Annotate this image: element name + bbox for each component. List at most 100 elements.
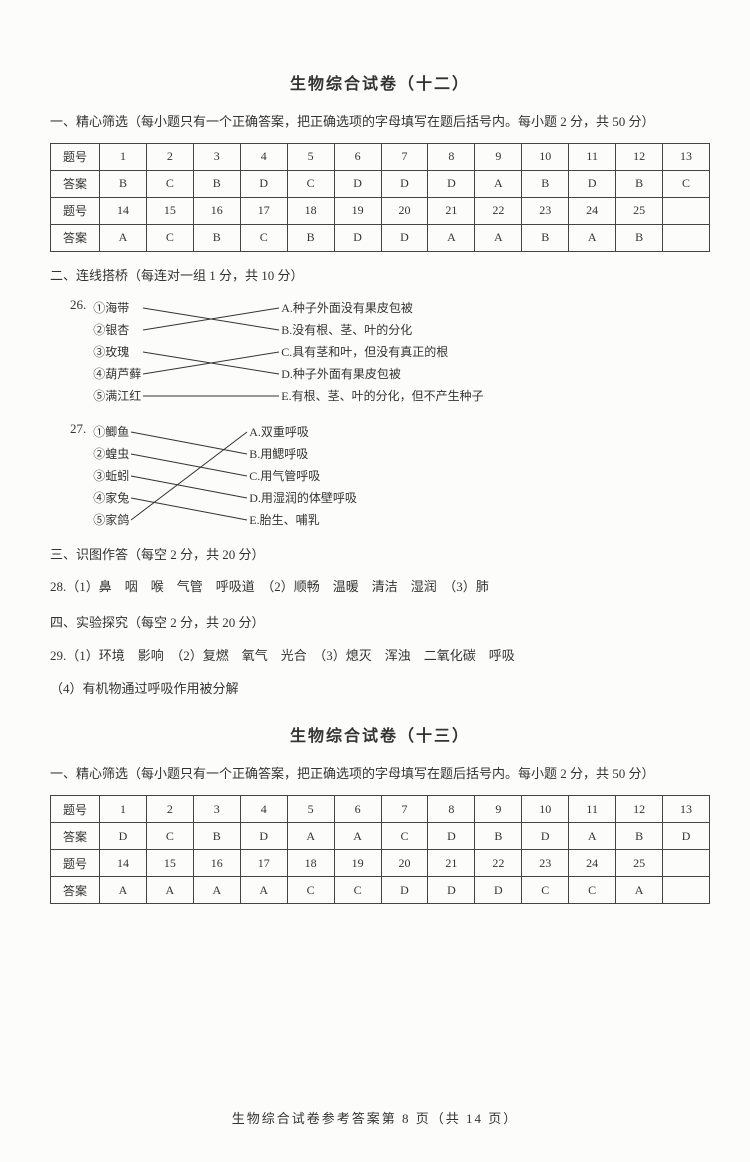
match-right-item: C.用气管呼吸 [249, 465, 357, 487]
row-label: 题号 [51, 796, 100, 823]
q-num-cell: 2 [146, 143, 193, 170]
answer-cell: B [100, 170, 147, 197]
q28-answer: 28.（1）鼻 咽 喉 气管 呼吸道 （2）顺畅 温暖 清洁 湿润 （3）肺 [50, 575, 710, 598]
q-num-cell: 4 [240, 143, 287, 170]
q-num-cell: 18 [287, 197, 334, 224]
answer-cell: D [428, 170, 475, 197]
match-right-item: D.种子外面有果皮包被 [281, 363, 483, 385]
answer-cell: B [193, 170, 240, 197]
q-num-cell: 1 [100, 143, 147, 170]
q-num-cell: 22 [475, 197, 522, 224]
table-row: 答案 A C B C B D D A A B A B [51, 224, 710, 251]
q29-answer-2: （4）有机物通过呼吸作用被分解 [50, 677, 710, 700]
paper12-section3-header: 三、识图作答（每空 2 分，共 20 分） [50, 545, 710, 566]
q-num-cell: 10 [522, 143, 569, 170]
answer-cell: B [193, 823, 240, 850]
q-num-cell: 21 [428, 197, 475, 224]
match-left-item: ③玫瑰 [93, 341, 141, 363]
q26-connection-lines [141, 297, 281, 407]
answer-cell: A [428, 224, 475, 251]
q-num-cell: 9 [475, 796, 522, 823]
paper12-section4-header: 四、实验探究（每空 2 分，共 20 分） [50, 613, 710, 634]
q27-left-col: ①鲫鱼 ②蝗虫 ③蚯蚓 ④家兔 ⑤家鸽 [93, 421, 129, 531]
q-num-cell: 19 [334, 197, 381, 224]
table-row: 题号 1 2 3 4 5 6 7 8 9 10 11 12 13 [51, 796, 710, 823]
answer-cell: D [334, 224, 381, 251]
answer-cell: A [146, 877, 193, 904]
match-right-item: B.没有根、茎、叶的分化 [281, 319, 483, 341]
answer-cell: A [100, 224, 147, 251]
match-right-item: B.用鳃呼吸 [249, 443, 357, 465]
q-num-cell: 11 [569, 143, 616, 170]
q27-connection-lines [129, 421, 249, 531]
exam-answer-page: 生物综合试卷（十二） 一、精心筛选（每小题只有一个正确答案，把正确选项的字母填写… [0, 0, 750, 1162]
answer-cell: A [287, 823, 334, 850]
answer-cell: C [287, 170, 334, 197]
match-left-item: ②银杏 [93, 319, 141, 341]
row-label: 答案 [51, 823, 100, 850]
q29-answer-1: 29.（1）环境 影响 （2）复燃 氧气 光合 （3）熄灭 浑浊 二氧化碳 呼吸 [50, 644, 710, 667]
answer-cell: A [475, 224, 522, 251]
q-num-cell: 7 [381, 796, 428, 823]
q-num-cell: 2 [146, 796, 193, 823]
q-num-cell [663, 197, 710, 224]
table-row: 答案 A A A A C C D D D C C A [51, 877, 710, 904]
q26-num: 26. [70, 297, 90, 313]
answer-cell: B [522, 170, 569, 197]
q-num-cell: 1 [100, 796, 147, 823]
answer-cell: C [146, 823, 193, 850]
q-num-cell: 17 [240, 197, 287, 224]
q27-matching: 27. ①鲫鱼 ②蝗虫 ③蚯蚓 ④家兔 ⑤家鸽 A.双重呼吸 B.用鳃呼吸 C.… [70, 421, 710, 531]
answer-cell [663, 877, 710, 904]
q-num-cell: 14 [100, 197, 147, 224]
answer-cell: A [569, 224, 616, 251]
q-num-cell: 15 [146, 850, 193, 877]
answer-cell: D [428, 823, 475, 850]
answer-cell: C [381, 823, 428, 850]
q-num-cell: 14 [100, 850, 147, 877]
answer-cell: A [334, 823, 381, 850]
paper13-title: 生物综合试卷（十三） [50, 722, 710, 746]
table-row: 题号 14 15 16 17 18 19 20 21 22 23 24 25 [51, 197, 710, 224]
match-left-item: ⑤满江红 [93, 385, 141, 407]
match-left-item: ⑤家鸽 [93, 509, 129, 531]
q-num-cell: 11 [569, 796, 616, 823]
q27-right-col: A.双重呼吸 B.用鳃呼吸 C.用气管呼吸 D.用湿润的体壁呼吸 E.胎生、哺乳 [249, 421, 357, 531]
q-num-cell: 6 [334, 143, 381, 170]
q-num-cell: 23 [522, 850, 569, 877]
q-num-cell: 20 [381, 850, 428, 877]
match-left-item: ④家兔 [93, 487, 129, 509]
q-num-cell: 5 [287, 143, 334, 170]
answer-cell: A [475, 170, 522, 197]
paper12-section2-header: 二、连线搭桥（每连对一组 1 分，共 10 分） [50, 266, 710, 287]
answer-cell: D [475, 877, 522, 904]
q-num-cell: 8 [428, 796, 475, 823]
q-num-cell: 20 [381, 197, 428, 224]
match-right-item: C.具有茎和叶，但没有真正的根 [281, 341, 483, 363]
row-label: 题号 [51, 850, 100, 877]
q-num-cell: 6 [334, 796, 381, 823]
paper12-title: 生物综合试卷（十二） [50, 70, 710, 94]
answer-cell: A [193, 877, 240, 904]
answer-cell: B [616, 170, 663, 197]
q-num-cell: 5 [287, 796, 334, 823]
match-right-item: E.胎生、哺乳 [249, 509, 357, 531]
match-left-item: ④葫芦藓 [93, 363, 141, 385]
answer-cell: C [146, 170, 193, 197]
answer-cell: D [381, 224, 428, 251]
match-right-item: A.种子外面没有果皮包被 [281, 297, 483, 319]
answer-cell: B [616, 823, 663, 850]
q-num-cell: 13 [663, 143, 710, 170]
row-label: 答案 [51, 877, 100, 904]
answer-cell: B [522, 224, 569, 251]
answer-cell: D [522, 823, 569, 850]
match-right-item: E.有根、茎、叶的分化，但不产生种子 [281, 385, 483, 407]
q-num-cell: 16 [193, 850, 240, 877]
answer-cell: C [287, 877, 334, 904]
answer-cell: D [569, 170, 616, 197]
answer-cell: D [240, 170, 287, 197]
answer-cell: C [522, 877, 569, 904]
answer-cell: A [616, 877, 663, 904]
table-row: 答案 D C B D A A C D B D A B D [51, 823, 710, 850]
match-left-item: ①海带 [93, 297, 141, 319]
